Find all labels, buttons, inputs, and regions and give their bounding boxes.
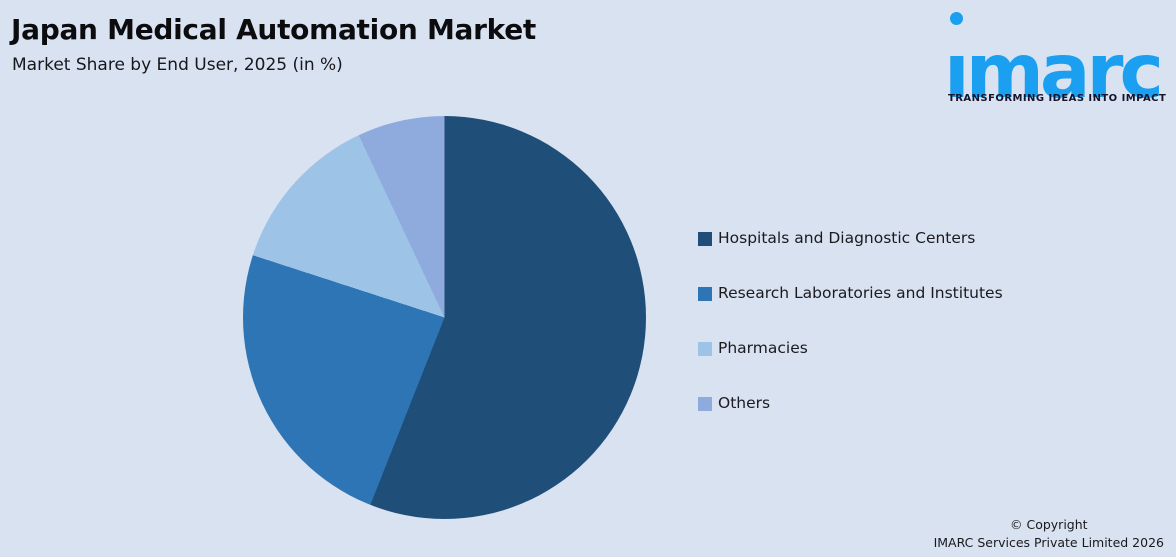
legend-swatch-icon <box>698 396 712 411</box>
copyright-line1: © Copyright <box>1010 517 1088 532</box>
pie-chart <box>243 116 646 519</box>
legend-item: Hospitals and Diagnostic Centers <box>698 230 1003 247</box>
legend-item: Pharmacies <box>698 340 1003 357</box>
legend-swatch-icon <box>698 231 712 246</box>
chart-title: Japan Medical Automation Market <box>11 13 536 46</box>
imarc-logo: ımarc TRANSFORMING IDEAS INTO IMPACT <box>935 0 1176 112</box>
legend-label: Others <box>718 393 771 412</box>
imarc-logo-tagline: TRANSFORMING IDEAS INTO IMPACT <box>948 93 1167 104</box>
legend-item: Research Laboratories and Institutes <box>698 285 1003 302</box>
legend-label: Pharmacies <box>718 338 808 357</box>
legend-label: Research Laboratories and Institutes <box>718 283 1003 302</box>
copyright-line2: IMARC Services Private Limited 2026 <box>933 534 1164 550</box>
legend-item: Others <box>698 395 1003 412</box>
imarc-logo-dot-icon <box>950 12 963 25</box>
chart-subtitle: Market Share by End User, 2025 (in %) <box>12 55 343 75</box>
legend-label: Hospitals and Diagnostic Centers <box>718 228 976 247</box>
copyright-notice: © Copyright IMARC Services Private Limit… <box>934 516 1164 551</box>
legend: Hospitals and Diagnostic Centers Researc… <box>698 230 1003 450</box>
imarc-logo-wordmark: ımarc <box>944 27 1164 115</box>
legend-swatch-icon <box>698 341 712 356</box>
legend-swatch-icon <box>698 286 712 301</box>
